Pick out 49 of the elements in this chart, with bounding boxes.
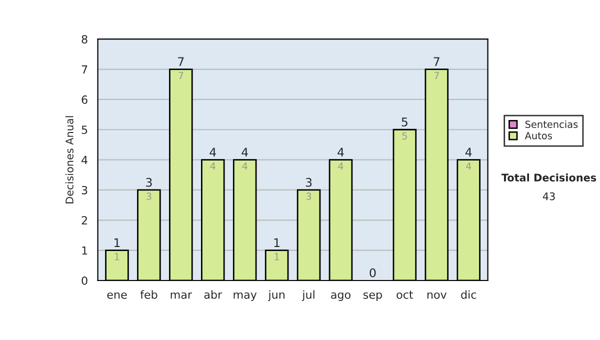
data-label: 4 (242, 162, 248, 170)
data-label: 4 (338, 162, 344, 170)
text: Total Decisiones (501, 173, 596, 182)
y-tick-label: 5 (82, 126, 88, 134)
total-label: 7 (434, 57, 440, 66)
data-label: 1 (274, 253, 280, 260)
y-tick-label: 1 (82, 246, 88, 255)
x-tick-label: oct (396, 290, 414, 299)
data-label: 1 (114, 253, 120, 260)
total-label: 7 (178, 57, 184, 66)
text: 43 (542, 192, 555, 200)
x-tick-label: may (234, 292, 257, 301)
data-label: 3 (146, 192, 152, 200)
x-tick-label: jul (302, 290, 314, 301)
y-tick-label: 8 (82, 35, 88, 44)
y-tick-label: 4 (82, 156, 88, 164)
data-label: 4 (210, 162, 216, 170)
x-tick-label: jun (268, 290, 284, 301)
data-label: 7 (434, 72, 439, 80)
y-tick-label: 7 (82, 65, 88, 74)
total-label: 4 (338, 148, 344, 156)
total-label: 4 (242, 148, 248, 156)
total-label: 3 (146, 178, 152, 187)
total-label: 3 (306, 178, 312, 187)
x-tick-label: nov (427, 292, 447, 299)
x-tick-label: ene (107, 292, 127, 299)
data-label: 4 (466, 162, 472, 170)
legend-label: Autos (524, 132, 552, 140)
y-tick-label: 0 (82, 276, 88, 285)
y-tick-label: 2 (82, 216, 87, 224)
y-tick-label: 3 (82, 186, 88, 194)
x-tick-label: sep (363, 292, 382, 301)
x-tick-label: mar (170, 292, 192, 299)
x-tick-label: ago (331, 292, 350, 301)
y-tick-label: 6 (82, 95, 88, 104)
total-label: 1 (274, 238, 280, 247)
x-tick-label: dic (461, 290, 476, 299)
data-label: 5 (402, 132, 407, 140)
x-tick-label: abr (204, 290, 222, 299)
total-label: 5 (402, 118, 408, 126)
legend-label: Sentencias (525, 120, 578, 128)
data-label: 3 (306, 192, 312, 200)
total-label: 1 (114, 238, 120, 247)
data-label: 7 (178, 72, 184, 80)
total-label: 4 (210, 148, 216, 156)
x-tick-label: feb (140, 290, 158, 299)
total-label: 0 (370, 268, 376, 278)
y-axis-title: Decisiones Anual (65, 116, 74, 204)
total-label: 4 (465, 148, 472, 156)
